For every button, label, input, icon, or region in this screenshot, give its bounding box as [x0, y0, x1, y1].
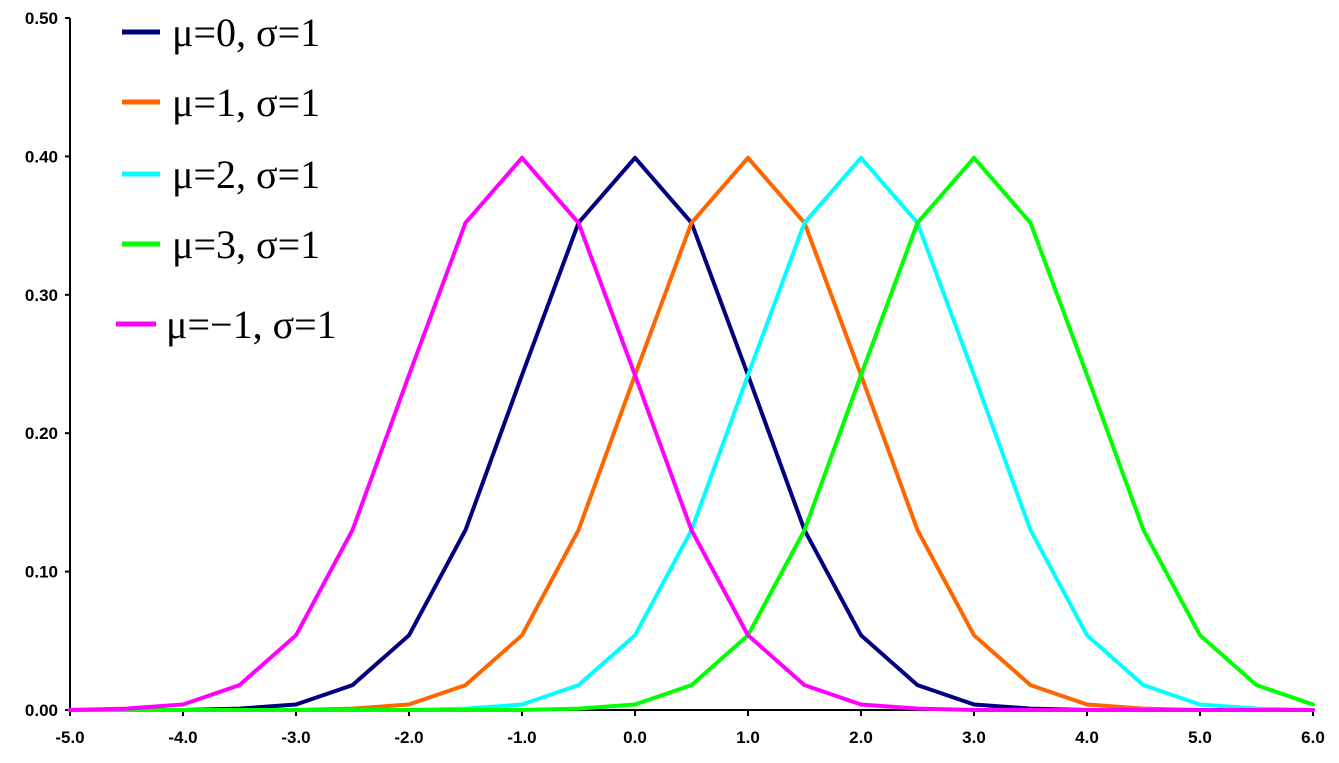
axes: 0.00 0.10 0.20 0.30 0.40 0.50 -5.0 -4.0 -3.0 -2.0… — [25, 9, 1325, 747]
x-tick-label: 6.0 — [1301, 728, 1325, 747]
y-tick-label: 0.20 — [25, 424, 58, 443]
x-tick-label: 4.0 — [1075, 728, 1099, 747]
y-tick-label: 0.10 — [25, 563, 58, 582]
legend-label: μ=1, σ=1 — [172, 80, 320, 125]
y-tick-label: 0.30 — [25, 286, 58, 305]
legend-label: μ=0, σ=1 — [172, 10, 320, 55]
x-tick-label: -1.0 — [507, 728, 536, 747]
y-tick-label: 0.40 — [25, 147, 58, 166]
legend: μ=0, σ=1 μ=1, σ=1 μ=2, σ=1 μ=3, σ=1 μ=−1, σ=… — [116, 10, 337, 347]
x-tick-label: 0.0 — [623, 728, 647, 747]
series-line-3 — [68, 155, 1315, 712]
legend-label: μ=2, σ=1 — [172, 152, 320, 197]
x-tick-label: 3.0 — [962, 728, 986, 747]
x-tick-label: -2.0 — [394, 728, 423, 747]
x-tick-label: -4.0 — [168, 728, 197, 747]
x-tick-label: -5.0 — [55, 728, 84, 747]
x-tick-label: 1.0 — [736, 728, 760, 747]
y-tick-label: 0.50 — [25, 9, 58, 28]
legend-label: μ=3, σ=1 — [172, 222, 320, 267]
plot-area — [68, 155, 1315, 712]
x-tick-label: 5.0 — [1188, 728, 1212, 747]
series-line-4 — [68, 155, 1315, 712]
x-tick-label: 2.0 — [849, 728, 873, 747]
y-tick-label: 0.00 — [25, 701, 58, 720]
x-tick-label: -3.0 — [281, 728, 310, 747]
legend-label: μ=−1, σ=1 — [166, 302, 337, 347]
